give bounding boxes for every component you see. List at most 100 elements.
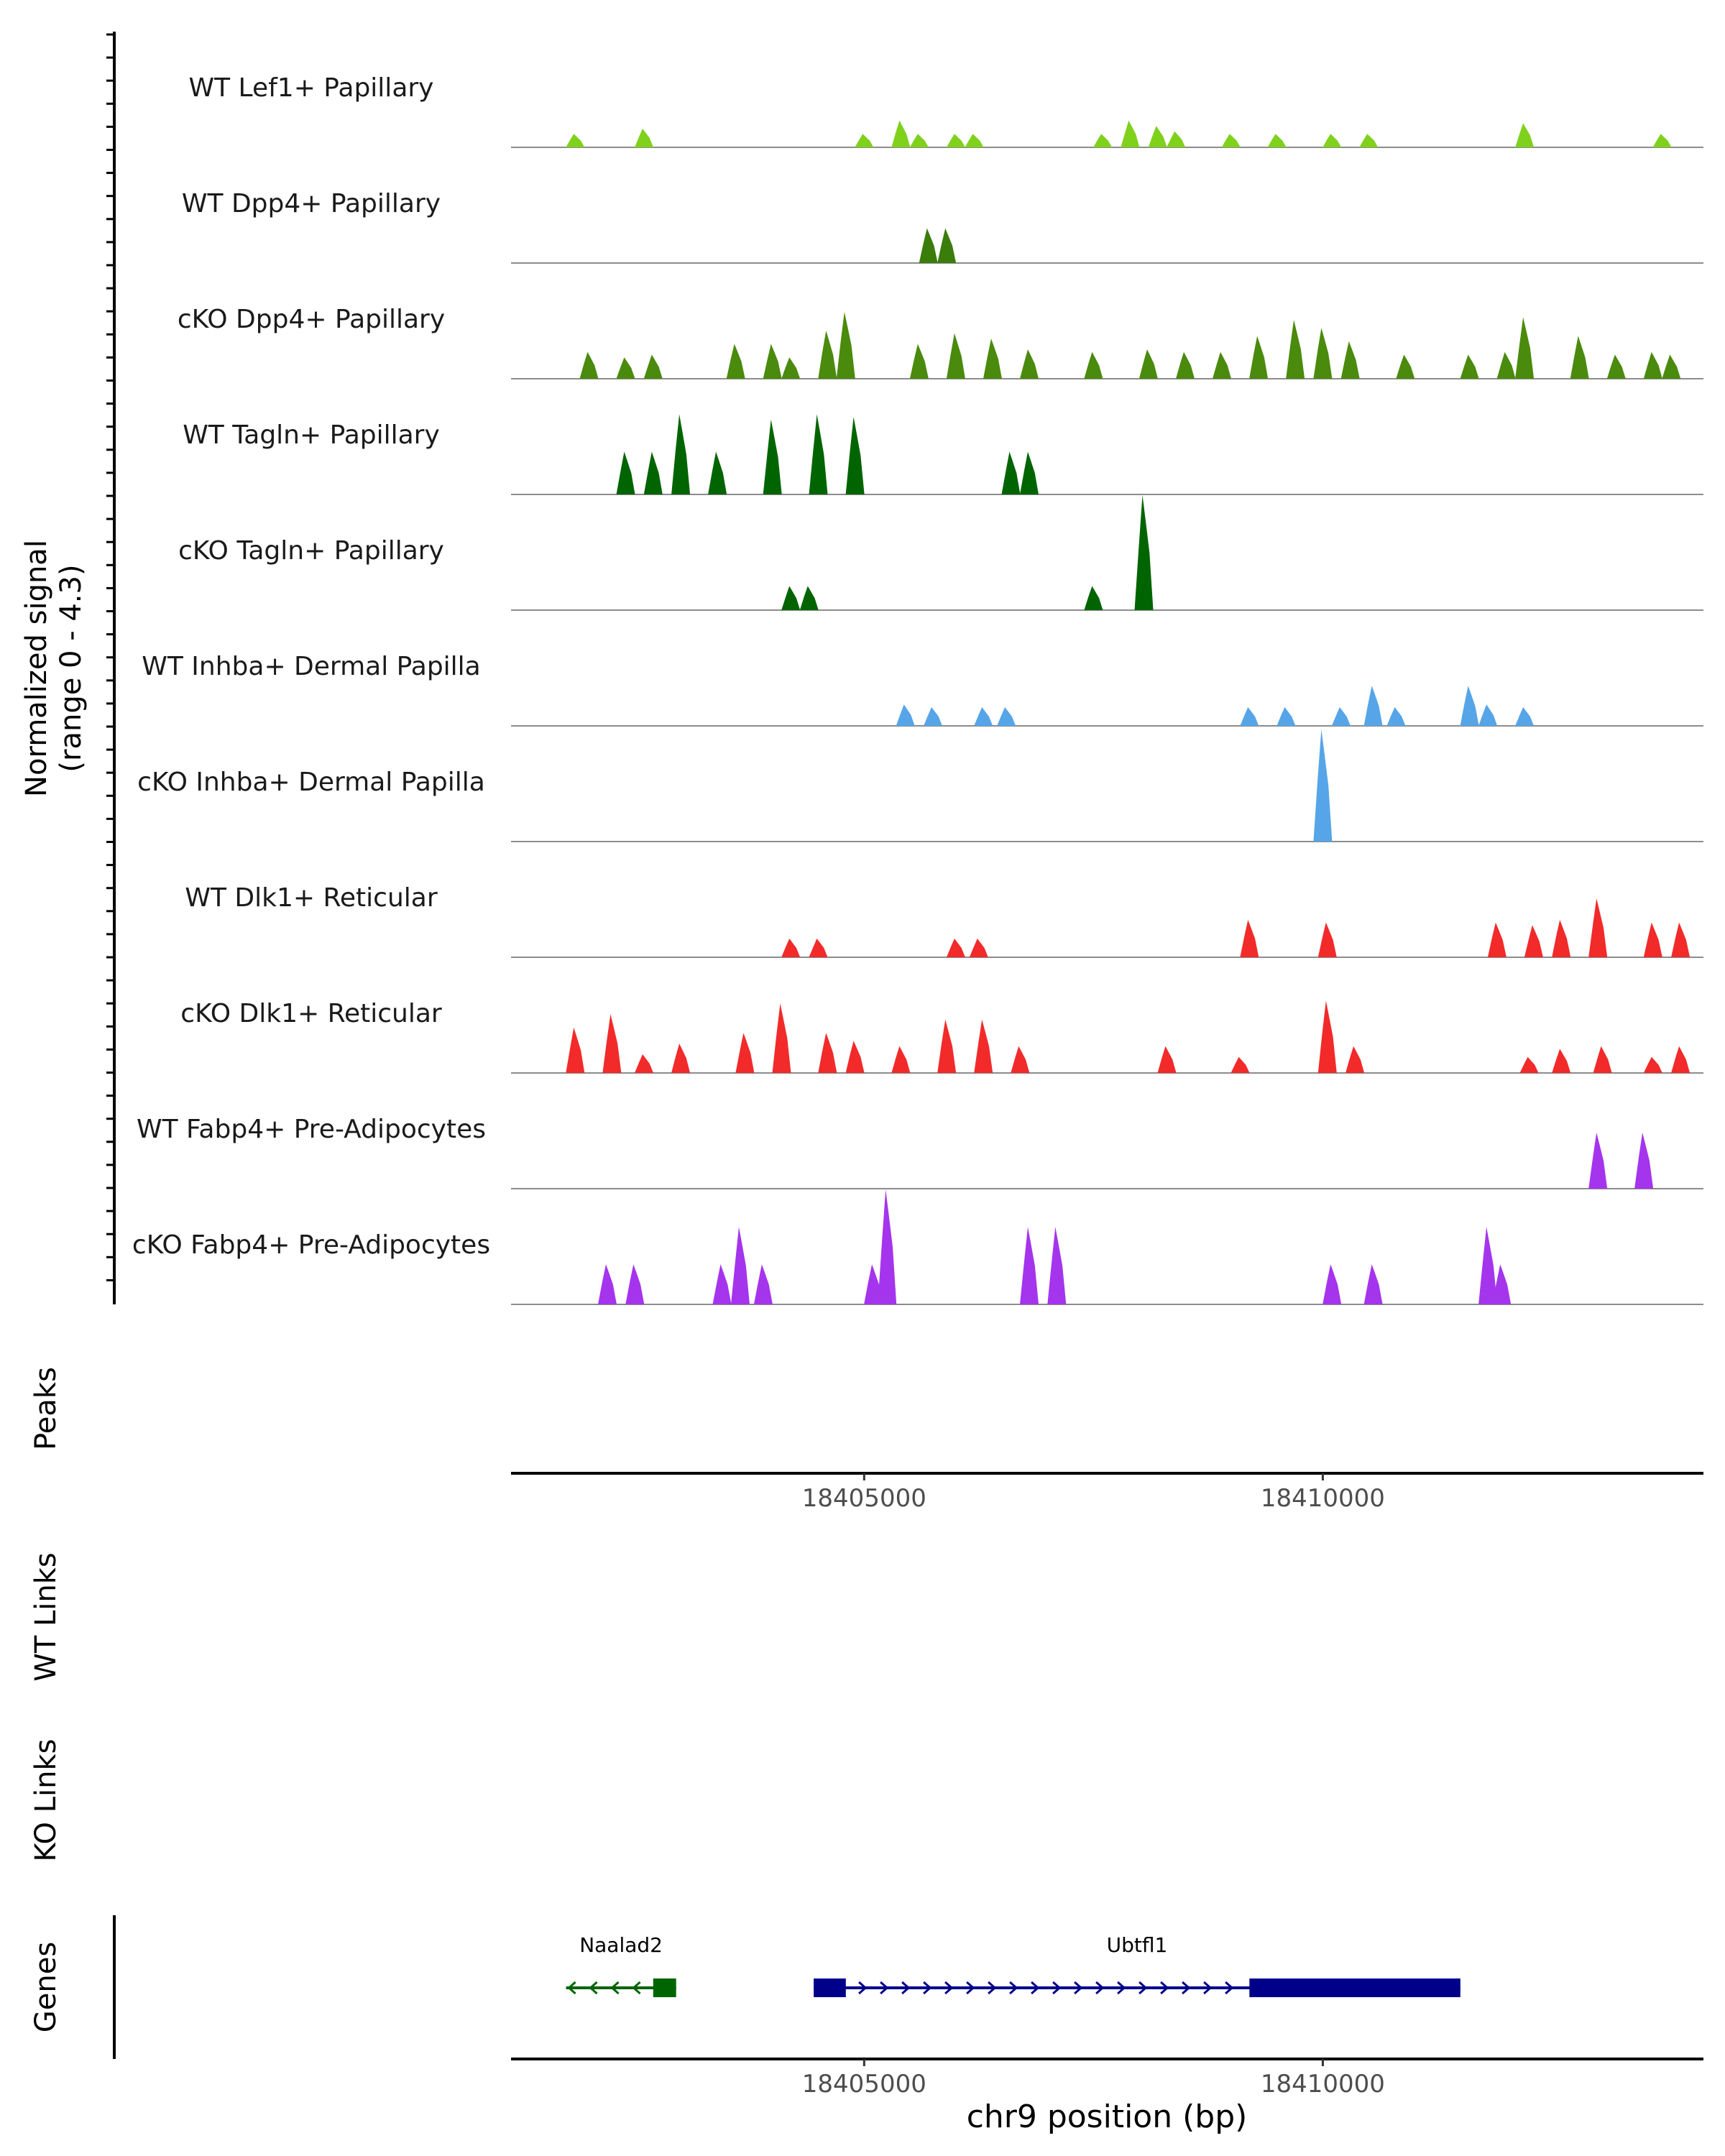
strand-arrow xyxy=(901,1981,911,1995)
coverage-peak xyxy=(1121,120,1140,147)
coverage-peak xyxy=(735,1033,755,1073)
genes-panel: Genes Naalad2 Ubtfl1 18405000 18410000 chr… xyxy=(29,1915,1703,2135)
coverage-peak xyxy=(781,586,801,610)
coverage-peak xyxy=(1138,349,1158,379)
coverage-peak xyxy=(772,1003,791,1073)
coverage-peak xyxy=(845,417,865,494)
peaks-label: Peaks xyxy=(29,1367,63,1450)
coverage-peak xyxy=(809,939,828,957)
coverage-peak xyxy=(965,134,984,147)
coverage-peak xyxy=(781,357,801,379)
coverage-peak xyxy=(616,357,635,379)
coverage-peak xyxy=(1340,341,1360,379)
peaks-panel: Peaks 18405000 18410000 xyxy=(29,1367,1703,1513)
coverage-peak xyxy=(864,1264,883,1304)
strand-arrow xyxy=(944,1981,954,1995)
coverage-peak xyxy=(1515,317,1535,379)
coverage-peak xyxy=(924,707,942,726)
strand-arrow xyxy=(1031,1981,1040,1995)
coverage-peak xyxy=(997,707,1016,726)
strand-arrow xyxy=(1052,1981,1062,1995)
coverage-peak xyxy=(1643,351,1662,379)
strand-arrow xyxy=(923,1981,932,1995)
coverage-peak xyxy=(1176,351,1195,379)
coverage-peak xyxy=(1249,336,1269,379)
track: cKO Tagln+ Papillary xyxy=(178,495,1703,611)
track-label: cKO Dpp4+ Papillary xyxy=(178,305,445,334)
coverage-peak xyxy=(671,414,691,494)
strand-arrow xyxy=(1009,1981,1018,1995)
wt-links-label: WT Links xyxy=(29,1552,63,1681)
coverage-peak xyxy=(1671,1046,1690,1073)
signal-axis-label: Normalized signal xyxy=(20,540,53,797)
track-label: cKO Dlk1+ Reticular xyxy=(180,999,442,1028)
coverage-peak xyxy=(845,1041,865,1073)
coverage-peak xyxy=(1317,1000,1337,1073)
coverage-peak xyxy=(1606,354,1626,379)
track-label: WT Tagln+ Papillary xyxy=(183,420,440,450)
track: WT Dlk1+ Reticular xyxy=(185,883,1703,958)
coverage-peak xyxy=(1652,134,1672,147)
strand-arrow xyxy=(1160,1981,1169,1995)
gene-model: Ubtfl1 xyxy=(814,1933,1460,1997)
coverage-peak xyxy=(909,344,929,379)
coverage-peak xyxy=(1001,451,1021,494)
coverage-peak xyxy=(616,451,635,494)
coverage-peak xyxy=(1588,898,1608,957)
strand-arrow xyxy=(567,1981,576,1995)
coverage-peak xyxy=(1313,328,1333,379)
track-label: WT Fabp4+ Pre-Adipocytes xyxy=(137,1115,486,1144)
coverage-peak xyxy=(1317,922,1337,957)
coverage-peak xyxy=(781,939,801,957)
gene-exon xyxy=(653,1978,676,1997)
coverage-peak xyxy=(809,414,828,494)
strand-arrow xyxy=(1182,1981,1191,1995)
coverage-peak xyxy=(671,1044,691,1073)
coverage-peak xyxy=(1286,320,1305,379)
strand-arrow xyxy=(1117,1981,1126,1995)
track: WT Lef1+ Papillary xyxy=(189,73,1703,148)
coverage-peak xyxy=(1359,134,1379,147)
coverage-peak xyxy=(635,129,653,147)
track: cKO Inhba+ Dermal Papilla xyxy=(137,729,1703,842)
coverage-peak xyxy=(891,120,911,147)
coverage-peak xyxy=(1047,1227,1067,1304)
coverage-peak xyxy=(1093,134,1113,147)
coverage-peak xyxy=(566,134,585,147)
coverage-peak xyxy=(1519,1056,1539,1073)
strand-arrow xyxy=(632,1981,641,1995)
strand-arrow xyxy=(966,1981,975,1995)
track-label: cKO Fabp4+ Pre-Adipocytes xyxy=(132,1230,490,1260)
track-label: WT Dlk1+ Reticular xyxy=(185,883,437,913)
strand-arrow xyxy=(1203,1981,1213,1995)
coverage-peak xyxy=(1396,354,1415,379)
x-axis-top: 18405000 18410000 xyxy=(802,1473,1385,1513)
gene-name: Ubtfl1 xyxy=(1107,1933,1168,1957)
coverage-peak xyxy=(579,351,599,379)
coverage-peak xyxy=(1011,1046,1030,1073)
coverage-peak xyxy=(625,1264,645,1304)
genes-label: Genes xyxy=(29,1942,63,2032)
coverage-peak xyxy=(1267,134,1287,147)
coverage-peak xyxy=(1515,123,1535,147)
coverage-peak xyxy=(731,1227,750,1304)
gene-name: Naalad2 xyxy=(579,1933,663,1957)
track-label: WT Lef1+ Papillary xyxy=(189,73,434,103)
coverage-peak xyxy=(1084,351,1103,379)
strand-arrow xyxy=(1138,1981,1148,1995)
coverage-peak xyxy=(818,331,837,379)
coverage-peak xyxy=(1276,707,1296,726)
coverage-peak xyxy=(1460,686,1479,726)
coverage-peak xyxy=(1552,1049,1571,1073)
coverage-peak xyxy=(1020,1227,1039,1304)
coverage-peak xyxy=(1240,707,1259,726)
coverage-peak xyxy=(818,1033,837,1073)
coverage-peak xyxy=(1478,1227,1498,1304)
coverage-peak xyxy=(1496,351,1516,379)
coverage-peak xyxy=(937,1019,957,1073)
coverage-peak xyxy=(708,451,727,494)
coverage-peak xyxy=(1134,495,1154,610)
track: WT Inhba+ Dermal Papilla xyxy=(142,652,1703,727)
coverage-peak xyxy=(763,344,782,379)
